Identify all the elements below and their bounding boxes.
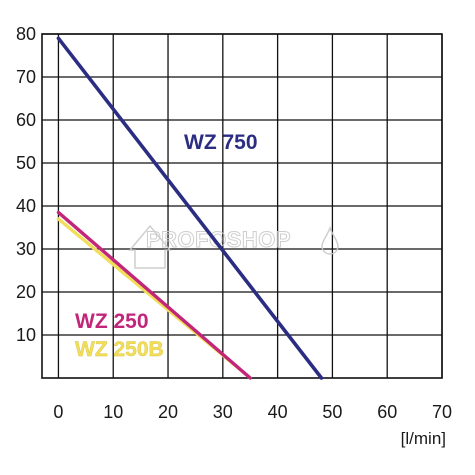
x-tick-label-10: 10: [103, 402, 123, 422]
watermark: PROFOSHOP: [128, 224, 339, 269]
y-tick-label-20: 20: [16, 282, 36, 302]
series-label-wz-250: WZ 250: [75, 310, 149, 333]
series-line-wz-250: [56, 210, 252, 380]
y-tick-label-70: 70: [16, 67, 36, 87]
x-tick-label-20: 20: [158, 402, 178, 422]
x-tick-label-70: 70: [432, 402, 452, 422]
grid: [41, 33, 443, 379]
y-tick-label-60: 60: [16, 110, 36, 130]
x-axis-unit-label: [l/min]: [401, 429, 446, 448]
y-tick-label-30: 30: [16, 239, 36, 259]
series-line-wz-750: [56, 36, 324, 380]
series-label-wz-750: WZ 750: [184, 131, 258, 154]
x-tick-label-60: 60: [377, 402, 397, 422]
plot-frame: [41, 33, 443, 379]
watermark-drop-icon: [321, 225, 339, 255]
y-tick-label-10: 10: [16, 325, 36, 345]
watermark-text: PROFOSHOP: [146, 227, 291, 252]
series-lines: [56, 36, 324, 380]
x-tick-label-40: 40: [268, 402, 288, 422]
x-tick-label-0: 0: [53, 402, 63, 422]
y-tick-label-80: 80: [16, 24, 36, 44]
watermark-house-icon: [128, 224, 172, 269]
y-tick-label-50: 50: [16, 153, 36, 173]
x-tick-label-30: 30: [213, 402, 233, 422]
series-label-wz-250b: WZ 250B: [75, 338, 164, 361]
x-tick-label-50: 50: [322, 402, 342, 422]
tick-labels: 0 10 20 30 40 50 60 70 10 20 30 40 50 60 70 80: [16, 24, 452, 422]
series-labels: WZ 750 WZ 250B WZ 250: [75, 131, 258, 361]
y-tick-label-40: 40: [16, 196, 36, 216]
